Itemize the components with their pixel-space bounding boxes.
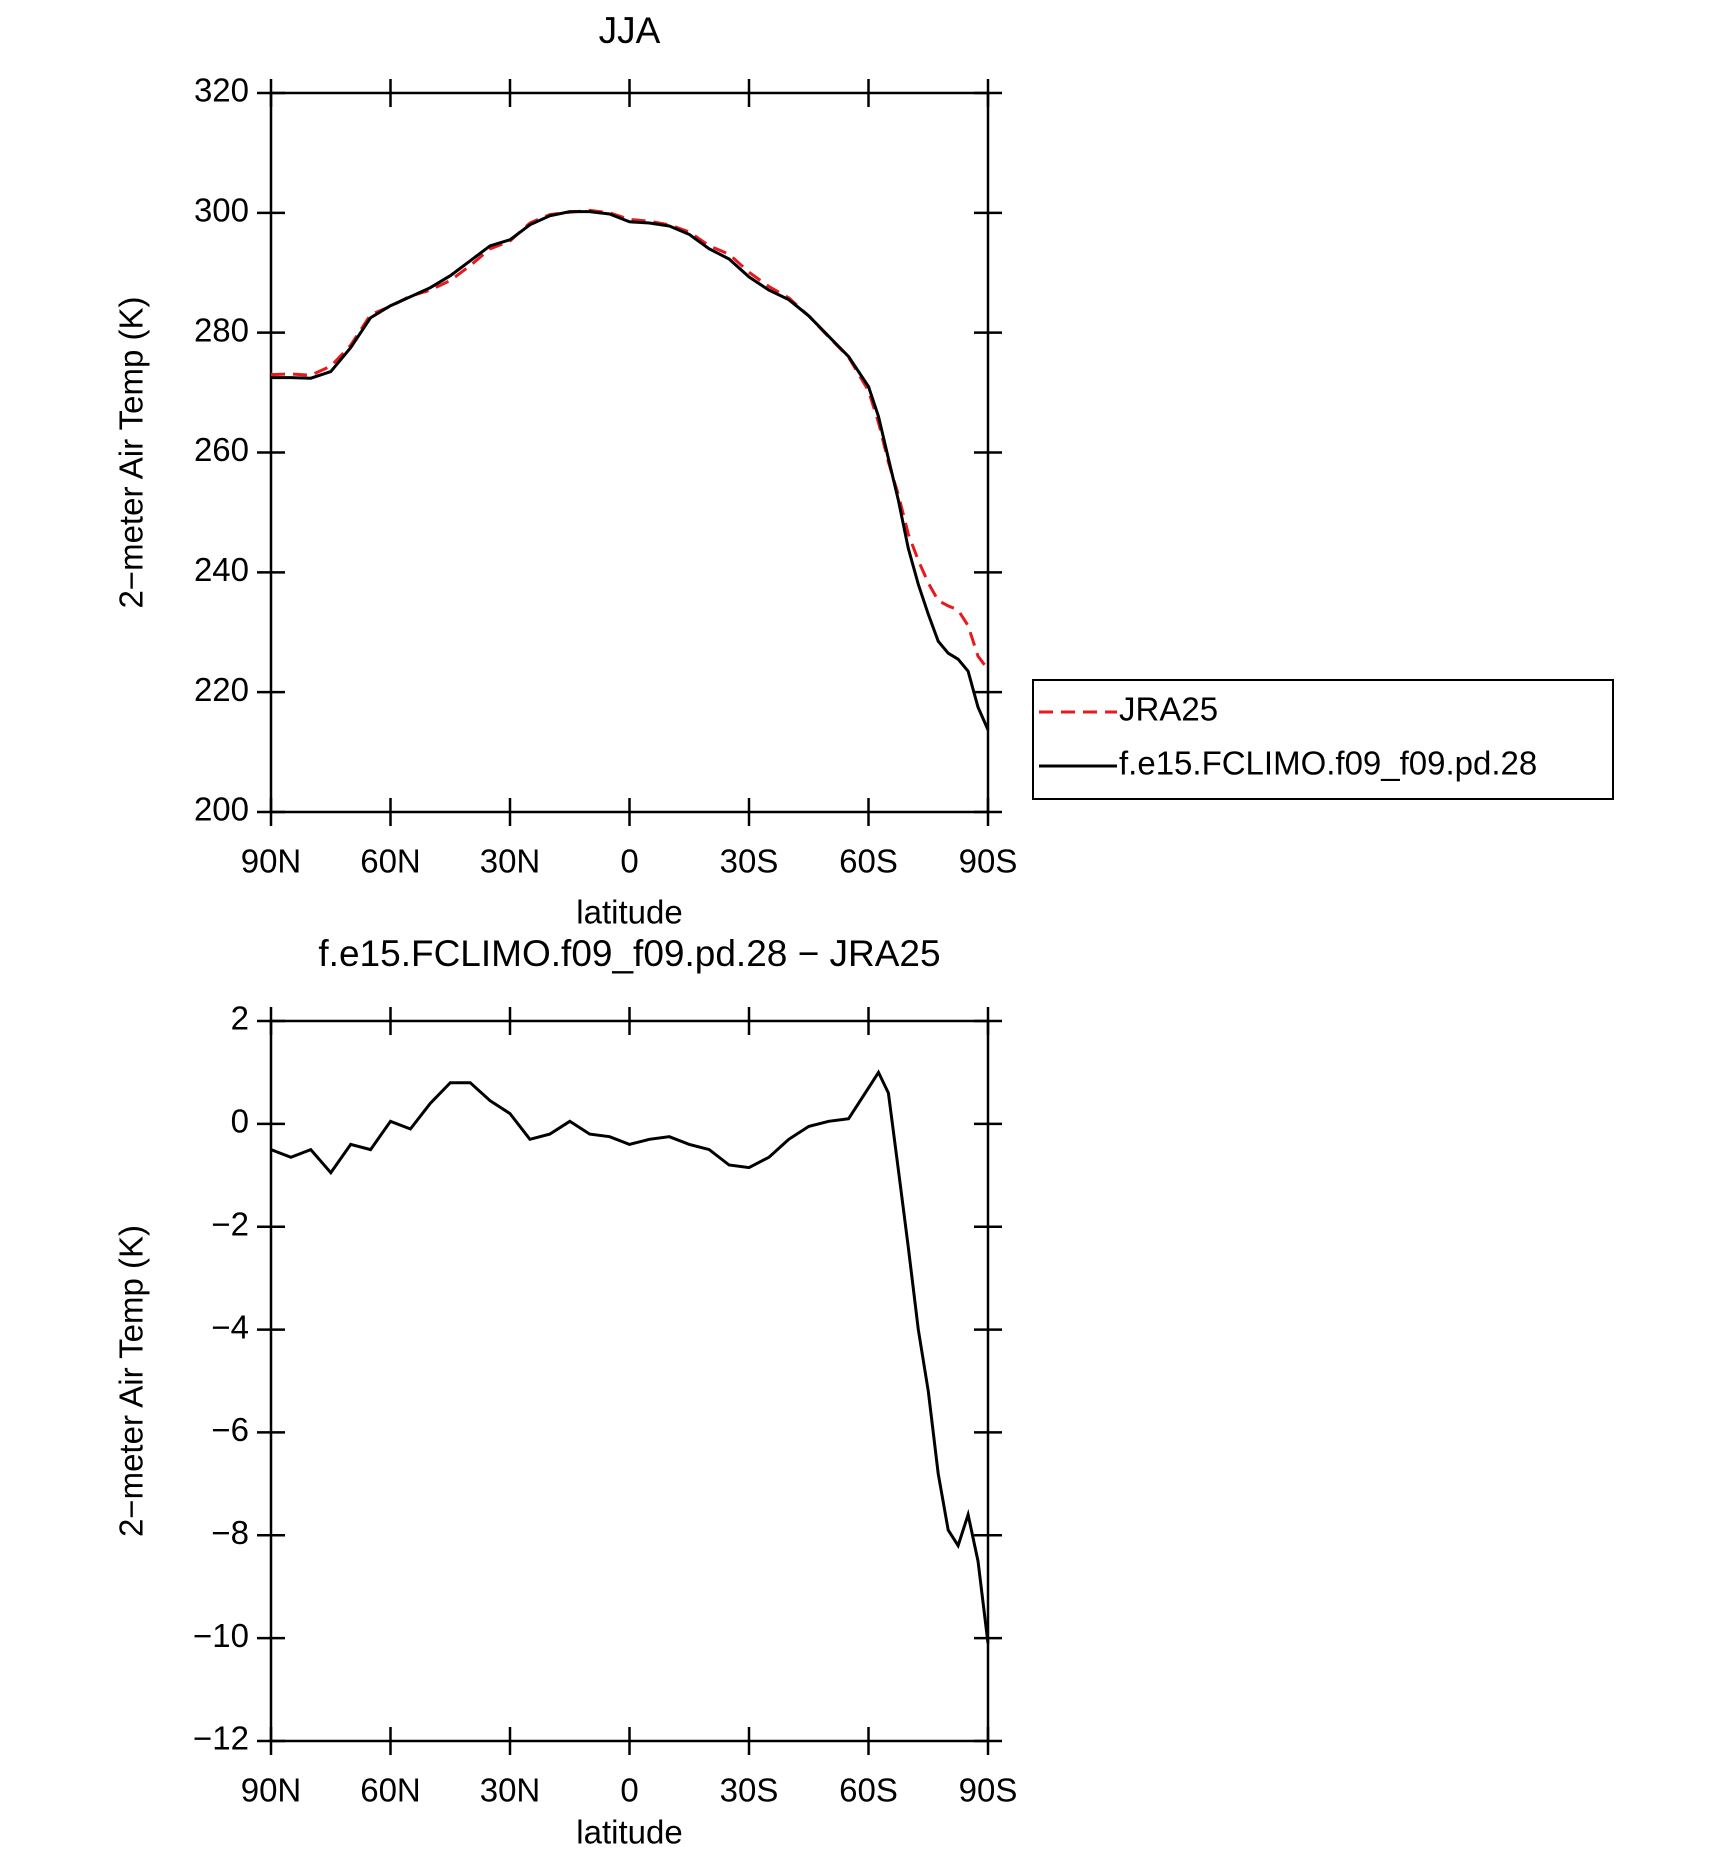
- y-tick-label: 320: [194, 72, 249, 109]
- legend-label: f.e15.FCLIMO.f09_f09.pd.28: [1119, 745, 1537, 782]
- data-line: [270, 1069, 990, 1644]
- x-axis-label: latitude: [576, 894, 682, 931]
- y-axis-label: 2−meter Air Temp (K): [113, 1225, 150, 1537]
- legend-label: JRA25: [1119, 691, 1218, 728]
- x-axis-label: latitude: [576, 1814, 682, 1850]
- plot-frame: [269, 91, 990, 814]
- plot-frame: [269, 1019, 990, 1743]
- data-line: [270, 208, 990, 671]
- x-tick-label: 90N: [241, 1772, 302, 1809]
- x-tick-label: 30S: [720, 1772, 779, 1809]
- y-tick-label: 300: [194, 192, 249, 229]
- y-tick-label: −10: [193, 1617, 249, 1654]
- y-tick-label: −2: [211, 1205, 249, 1242]
- x-tick-label: 0: [620, 843, 638, 880]
- y-tick-label: −6: [211, 1411, 249, 1448]
- chart-title: JJA: [599, 10, 661, 51]
- legend-box: [1032, 679, 1614, 800]
- y-tick-label: 280: [194, 311, 249, 348]
- x-tick-label: 0: [620, 1772, 638, 1809]
- y-tick-label: 200: [194, 791, 249, 828]
- y-tick-label: 240: [194, 551, 249, 588]
- x-tick-label: 90S: [959, 843, 1018, 880]
- y-tick-label: −4: [211, 1308, 249, 1345]
- y-tick-label: 2: [231, 1000, 249, 1037]
- y-tick-label: 260: [194, 431, 249, 468]
- x-tick-label: 30N: [480, 843, 541, 880]
- x-tick-label: 60N: [360, 843, 421, 880]
- y-axis-label: 2−meter Air Temp (K): [113, 296, 150, 608]
- x-tick-label: 30S: [720, 843, 779, 880]
- x-tick-label: 90N: [241, 843, 302, 880]
- y-tick-label: 0: [231, 1103, 249, 1140]
- x-tick-label: 60N: [360, 1772, 421, 1809]
- data-line: [271, 210, 990, 731]
- x-tick-label: 60S: [839, 843, 898, 880]
- y-tick-label: −8: [211, 1514, 249, 1551]
- y-tick-label: −12: [193, 1720, 249, 1757]
- x-tick-label: 90S: [959, 1772, 1018, 1809]
- x-tick-label: 30N: [480, 1772, 541, 1809]
- y-tick-label: 220: [194, 671, 249, 708]
- x-tick-label: 60S: [839, 1772, 898, 1809]
- chart-title: f.e15.FCLIMO.f09_f09.pd.28 − JRA25: [318, 933, 940, 974]
